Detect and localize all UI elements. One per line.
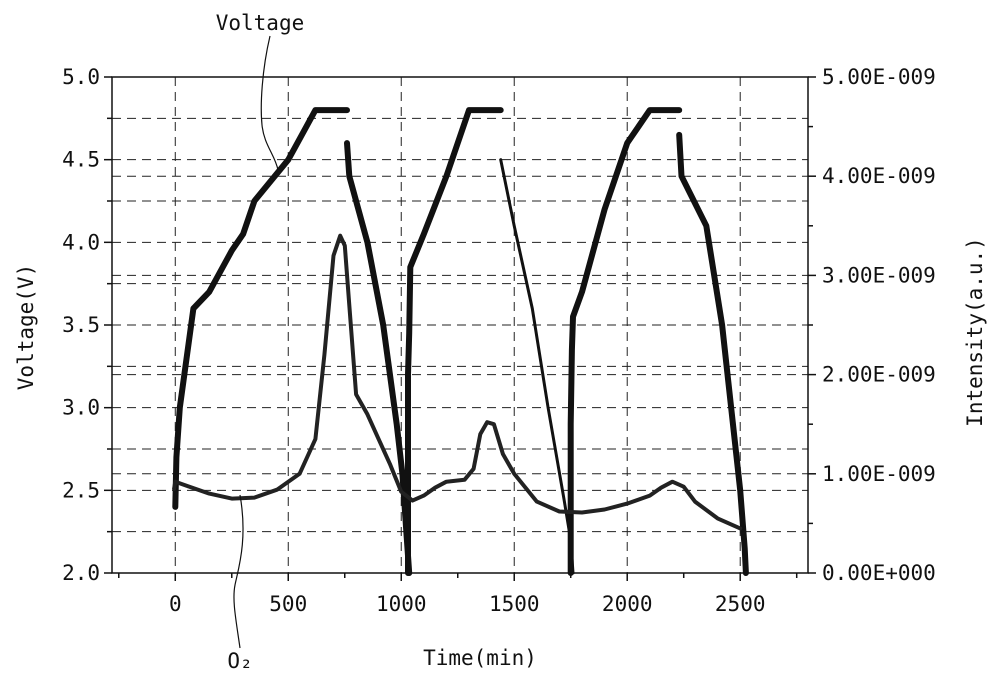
x-tick-label: 1000 — [376, 592, 427, 616]
right-y-axis: 0.00E+000 1.00E-009 2.00E-009 3.00E-009 4.00… — [808, 65, 936, 585]
voltage-series — [175, 110, 746, 573]
o2-annotation-label: O₂ — [227, 649, 252, 673]
y-left-tick-label: 4.5 — [62, 148, 100, 172]
y-right-tick-label: 5.00E-009 — [822, 65, 936, 89]
y-left-tick-label: 3.0 — [62, 396, 100, 420]
x-tick-label: 500 — [269, 592, 307, 616]
left-y-axis-title: Voltage(V) — [14, 264, 38, 390]
y-right-tick-label: 3.00E-009 — [822, 263, 936, 287]
voltage-segment — [175, 110, 347, 507]
y-left-tick-label: 2.0 — [62, 561, 100, 585]
y-right-tick-label: 2.00E-009 — [822, 363, 936, 387]
x-axis-title: Time(min) — [423, 646, 537, 670]
x-tick-label: 0 — [169, 592, 182, 616]
x-tick-label: 1500 — [489, 592, 540, 616]
voltage-annotation: Voltage — [216, 11, 305, 170]
y-left-tick-label: 2.5 — [62, 478, 100, 502]
o2-series-line — [174, 236, 740, 529]
x-axis: 0 500 1000 1500 2000 2500 — [119, 573, 797, 616]
voltage-segment — [408, 110, 501, 573]
o2-leader-line — [234, 495, 243, 648]
voltage-segment — [347, 143, 409, 573]
right-y-axis-title: Intensity(a.u.) — [963, 237, 987, 427]
o2-annotation: O₂ — [227, 495, 252, 673]
x-tick-label: 2500 — [715, 592, 766, 616]
y-left-tick-label: 5.0 — [62, 65, 100, 89]
y-left-tick-label: 4.0 — [62, 230, 100, 254]
y-left-tick-label: 3.5 — [62, 313, 100, 337]
left-y-axis: 2.0 2.5 3.0 3.5 4.0 4.5 5.0 — [62, 65, 112, 585]
voltage-leader-line — [261, 36, 278, 170]
y-right-tick-label: 4.00E-009 — [822, 164, 936, 188]
voltage-annotation-label: Voltage — [216, 11, 305, 35]
grid — [112, 77, 808, 573]
x-tick-label: 2000 — [602, 592, 653, 616]
y-right-tick-label: 0.00E+000 — [822, 561, 936, 585]
series-layer — [174, 110, 746, 573]
y-right-tick-label: 1.00E-009 — [822, 462, 936, 486]
